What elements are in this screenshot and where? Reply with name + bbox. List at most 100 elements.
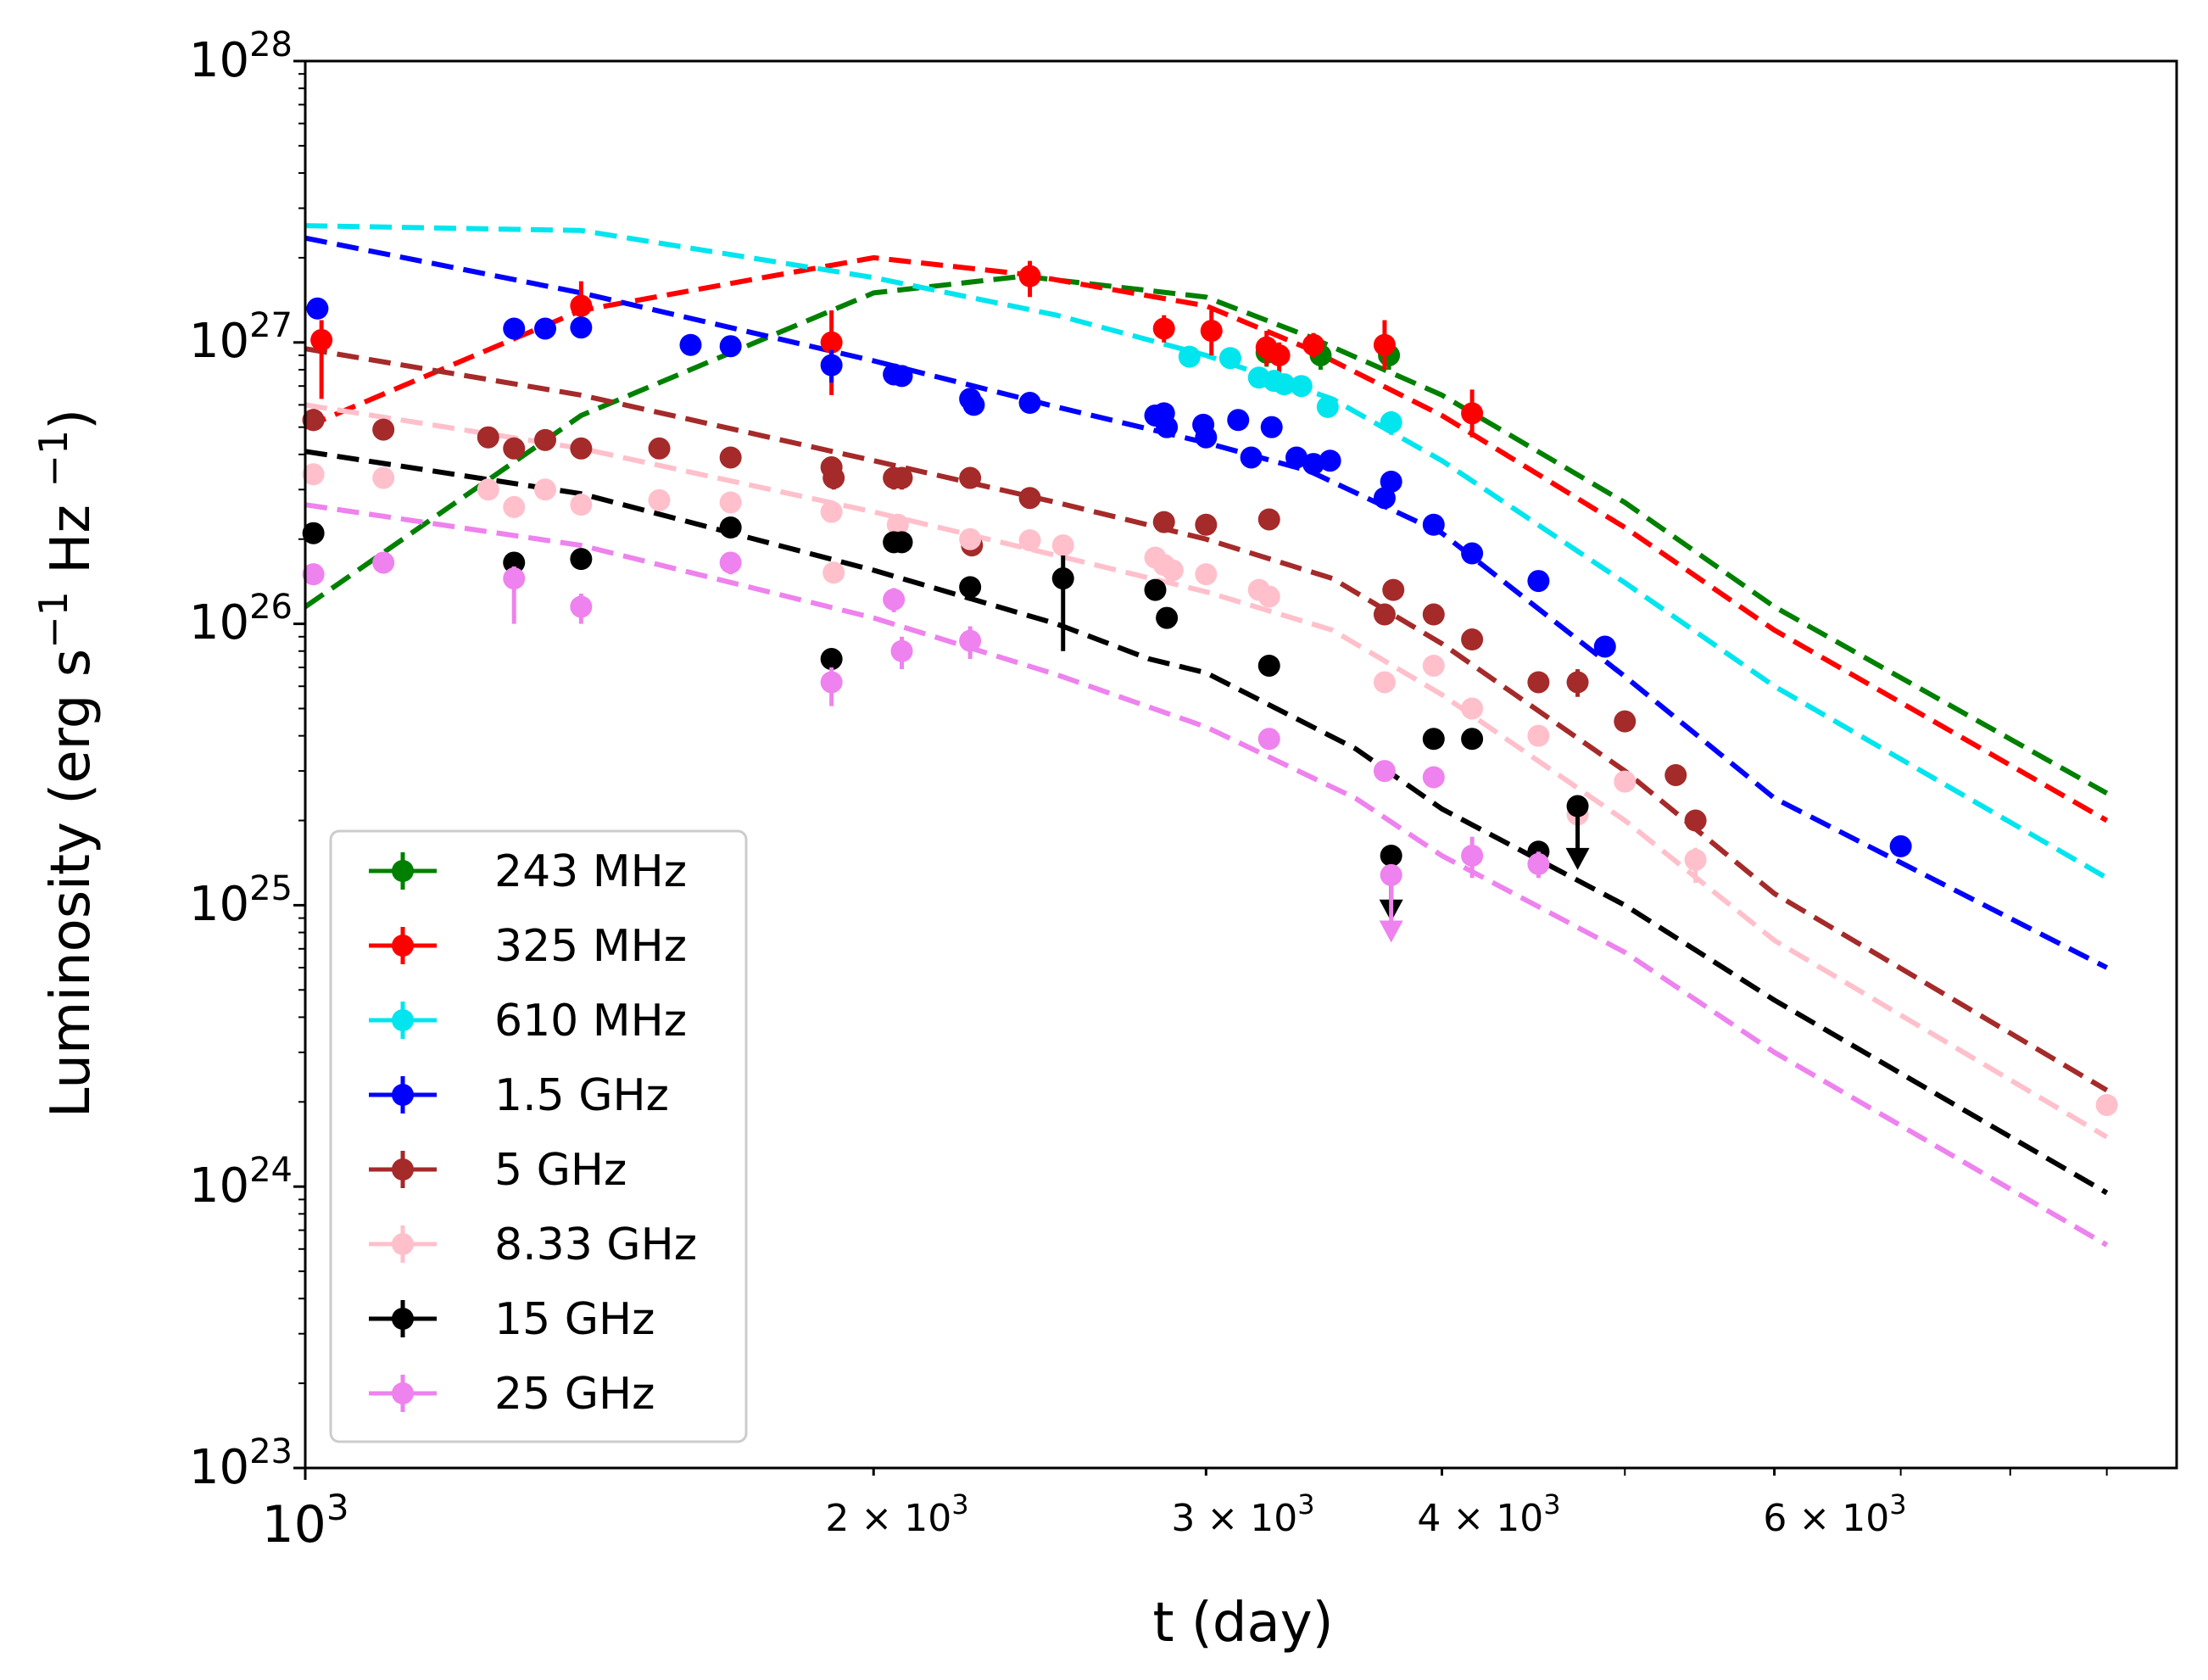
data-point: [1240, 446, 1263, 469]
data-point: [1218, 347, 1241, 370]
legend-marker-dot: [392, 1308, 414, 1330]
legend-label: 25 GHz: [494, 1369, 655, 1420]
data-point: [1302, 453, 1325, 476]
data-point: [1257, 654, 1280, 677]
y-tick-label: 1025: [189, 869, 293, 932]
data-point: [890, 639, 913, 662]
data-point: [570, 316, 593, 339]
data-point: [1461, 402, 1484, 425]
data-point: [1195, 426, 1218, 449]
data-point: [1461, 697, 1484, 720]
data-point: [1373, 671, 1396, 694]
data-point: [1178, 345, 1201, 368]
data-point: [1285, 446, 1308, 469]
data-point: [1684, 809, 1707, 832]
data-point: [503, 567, 526, 590]
data-point: [890, 365, 913, 388]
data-point: [1018, 265, 1041, 287]
data-point: [302, 409, 325, 432]
data-point: [1152, 511, 1175, 533]
legend-label: 243 MHz: [494, 846, 687, 897]
data-point: [1018, 487, 1041, 510]
data-point: [1290, 375, 1313, 398]
data-point: [1889, 834, 1912, 857]
data-point: [1051, 567, 1074, 590]
legend-marker-dot: [392, 935, 414, 957]
x-axis-title: t (day): [1152, 1592, 1333, 1655]
data-point: [820, 331, 843, 354]
data-point: [1380, 470, 1402, 493]
data-point: [503, 317, 526, 340]
data-point: [679, 333, 702, 356]
data-point: [570, 595, 593, 618]
data-point: [1273, 373, 1296, 396]
legend-label: 5 GHz: [494, 1145, 627, 1196]
legend-label: 610 MHz: [494, 996, 687, 1047]
data-point: [1461, 628, 1484, 651]
data-point: [820, 500, 843, 523]
y-tick-label: 1027: [189, 306, 293, 369]
data-point: [1373, 333, 1396, 356]
data-point: [648, 488, 671, 511]
legend-marker-dot: [392, 1233, 414, 1255]
upper-limit-arrow: [1379, 920, 1403, 943]
data-point: [372, 551, 395, 574]
plot-frame: [304, 59, 2178, 1470]
data-point: [1614, 710, 1636, 733]
legend-marker-dot: [392, 1084, 414, 1106]
model-curve: [304, 449, 2109, 1196]
data-point: [1380, 844, 1402, 867]
data-point: [1422, 603, 1445, 626]
x-tick-label: 2 × 103: [825, 1488, 968, 1540]
data-point: [1260, 416, 1283, 438]
data-point: [719, 551, 742, 574]
data-point: [570, 437, 593, 460]
data-point: [1161, 559, 1184, 582]
y-tick-label: 1028: [189, 25, 293, 88]
x-tick-label: 103: [261, 1487, 348, 1554]
data-point: [1461, 728, 1484, 751]
data-point: [534, 478, 557, 501]
data-point: [302, 522, 325, 544]
data-point: [1319, 449, 1341, 472]
data-point: [1268, 343, 1291, 366]
data-point: [962, 393, 985, 416]
data-point: [890, 466, 913, 489]
data-point: [1382, 578, 1405, 601]
data-point: [1257, 508, 1280, 531]
data-point: [1527, 724, 1550, 747]
data-point: [1527, 671, 1550, 694]
data-point: [1527, 570, 1550, 593]
data-point: [1195, 513, 1218, 536]
data-point: [1593, 635, 1616, 658]
data-point: [503, 551, 526, 574]
data-point: [1566, 671, 1589, 694]
x-tick-label: 3 × 103: [1171, 1488, 1314, 1540]
legend-markers: [369, 852, 437, 1412]
data-point: [570, 494, 593, 516]
data-point: [1422, 654, 1445, 677]
x-tick-label: 6 × 103: [1763, 1488, 1906, 1540]
data-point: [719, 335, 742, 358]
data-point: [1373, 760, 1396, 783]
y-tick-label: 1024: [189, 1151, 293, 1214]
y-tick-labels: 1023 1024 1025 1026 1027 1028: [189, 25, 293, 1495]
data-point: [959, 527, 982, 550]
x-tick-label: 4 × 103: [1417, 1488, 1560, 1540]
data-point: [1684, 848, 1707, 871]
data-point: [890, 531, 913, 554]
data-point: [1566, 795, 1589, 818]
model-curve: [304, 254, 2109, 823]
data-point: [1257, 728, 1280, 751]
data-point: [822, 466, 845, 489]
data-point: [534, 428, 557, 451]
data-point: [302, 463, 325, 486]
y-tick-label: 1023: [189, 1432, 293, 1495]
data-point: [1614, 770, 1636, 793]
data-point: [1527, 852, 1550, 875]
data-point: [372, 466, 395, 489]
data-point: [1422, 513, 1445, 536]
data-point: [1461, 844, 1484, 867]
model-curve: [304, 402, 2109, 1140]
